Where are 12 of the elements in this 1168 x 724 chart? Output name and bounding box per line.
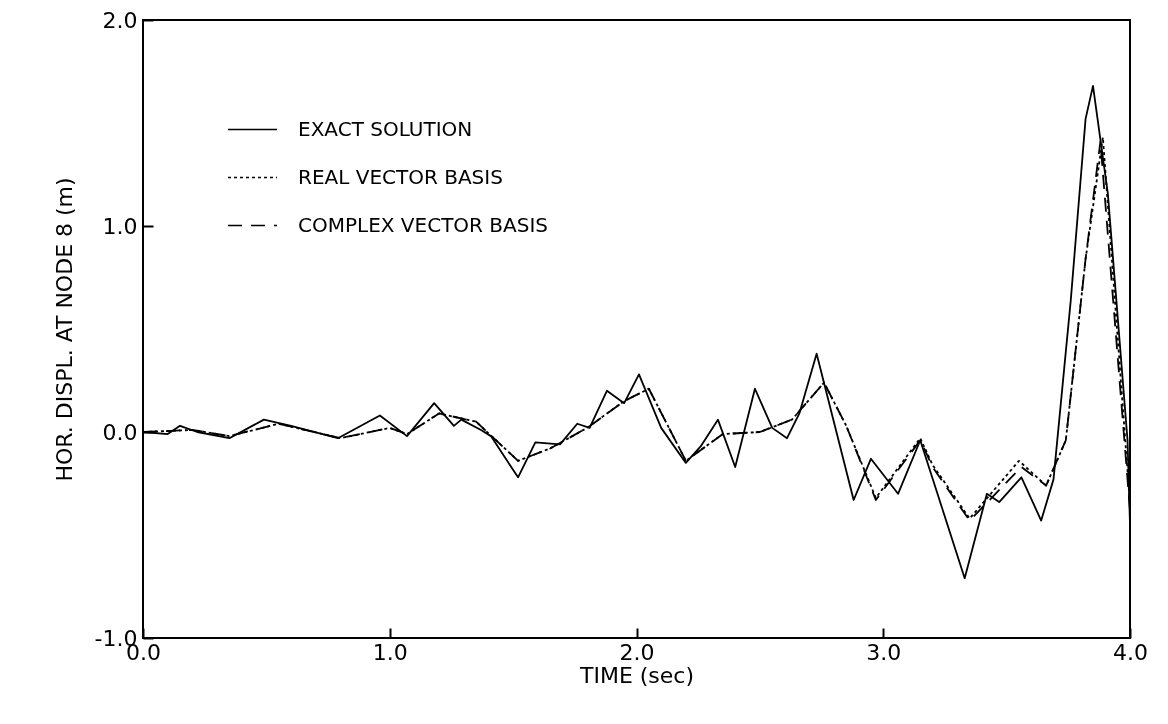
y-tick-label: 2.0 [102,7,138,33]
x-axis-title: TIME (sec) [578,662,695,688]
x-tick-label: 3.0 [866,639,902,665]
legend-label: REAL VECTOR BASIS [298,164,503,189]
x-tick-label: 2.0 [619,639,655,665]
y-axis-title: HOR. DISPL. AT NODE 8 (m) [51,177,77,482]
y-tick-label: 0.0 [102,419,138,445]
x-tick-label: 4.0 [1113,639,1148,665]
legend-label: EXACT SOLUTION [298,116,473,141]
legend-label: COMPLEX VECTOR BASIS [298,212,549,237]
x-tick-label: 1.0 [372,639,408,665]
y-tick-label: 1.0 [102,213,138,239]
